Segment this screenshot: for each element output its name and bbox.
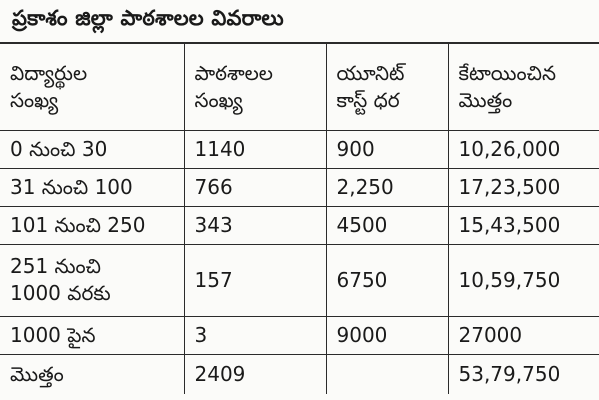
- range-text: 251 నుంచి: [10, 254, 101, 278]
- header-student-count: విద్యార్థుల సంఖ్య: [0, 44, 185, 131]
- table-row: 251 నుంచి 1000 వరకు 157 6750 10,59,750: [0, 243, 599, 317]
- cell-allocated-amount: 10,26,000: [447, 129, 599, 169]
- cell-unit-cost: 6750: [325, 243, 449, 317]
- cell-allocated-amount: 27000: [447, 315, 599, 355]
- header-text: మొత్తం: [458, 87, 513, 112]
- cell-student-range: 31 నుంచి 100: [0, 167, 185, 207]
- schools-table: విద్యార్థుల సంఖ్య పాఠశాలల సంఖ్య యూనిట్ క…: [0, 44, 599, 394]
- cell-school-count: 1140: [183, 129, 327, 169]
- cell-unit-cost: 900: [325, 129, 449, 169]
- cell-school-count: 343: [183, 205, 327, 245]
- title-band: ప్రకాశం జిల్లా పాఠశాలల వివరాలు: [0, 0, 599, 44]
- cell-unit-cost: 4500: [325, 205, 449, 245]
- header-unit-cost: యూనిట్ కాస్ట్ ధర: [325, 44, 449, 131]
- header-allocated-amount: కేటాయించిన మొత్తం: [447, 44, 599, 131]
- header-text: పాఠశాలల: [194, 60, 273, 85]
- header-school-count: పాఠశాలల సంఖ్య: [183, 44, 327, 131]
- range-text: 1000 వరకు: [10, 281, 111, 305]
- cell-allocated-amount: 10,59,750: [447, 243, 599, 317]
- cell-unit-cost: 9000: [325, 315, 449, 355]
- total-row: మొత్తం 2409 53,79,750: [0, 353, 599, 394]
- cell-school-count: 766: [183, 167, 327, 207]
- table-row: 0 నుంచి 30 1140 900 10,26,000: [0, 129, 599, 169]
- cell-student-range: 101 నుంచి 250: [0, 205, 185, 245]
- cell-allocated-amount: 15,43,500: [447, 205, 599, 245]
- table-row: 1000 పైన 3 9000 27000: [0, 315, 599, 355]
- cell-total-schools: 2409: [183, 353, 327, 394]
- cell-unit-cost: 2,250: [325, 167, 449, 207]
- header-text: కాస్ట్ ధర: [336, 87, 400, 112]
- cell-student-range: 0 నుంచి 30: [0, 129, 185, 169]
- header-text: సంఖ్య: [10, 87, 59, 112]
- table-row: 31 నుంచి 100 766 2,250 17,23,500: [0, 167, 599, 207]
- cell-total-allocated: 53,79,750: [447, 353, 599, 394]
- table-title: ప్రకాశం జిల్లా పాఠశాలల వివరాలు: [12, 6, 284, 30]
- cell-school-count: 3: [183, 315, 327, 355]
- header-text: విద్యార్థుల: [10, 60, 88, 85]
- cell-total-unit-cost: [325, 353, 449, 394]
- header-text: కేటాయించిన: [458, 60, 557, 85]
- cell-allocated-amount: 17,23,500: [447, 167, 599, 207]
- cell-total-label: మొత్తం: [0, 353, 185, 394]
- cell-student-range: 251 నుంచి 1000 వరకు: [0, 243, 185, 317]
- header-text: యూనిట్: [336, 60, 405, 85]
- table-row: 101 నుంచి 250 343 4500 15,43,500: [0, 205, 599, 245]
- cell-student-range: 1000 పైన: [0, 315, 185, 355]
- header-text: సంఖ్య: [194, 87, 243, 112]
- header-row: విద్యార్థుల సంఖ్య పాఠశాలల సంఖ్య యూనిట్ క…: [0, 44, 599, 131]
- cell-school-count: 157: [183, 243, 327, 317]
